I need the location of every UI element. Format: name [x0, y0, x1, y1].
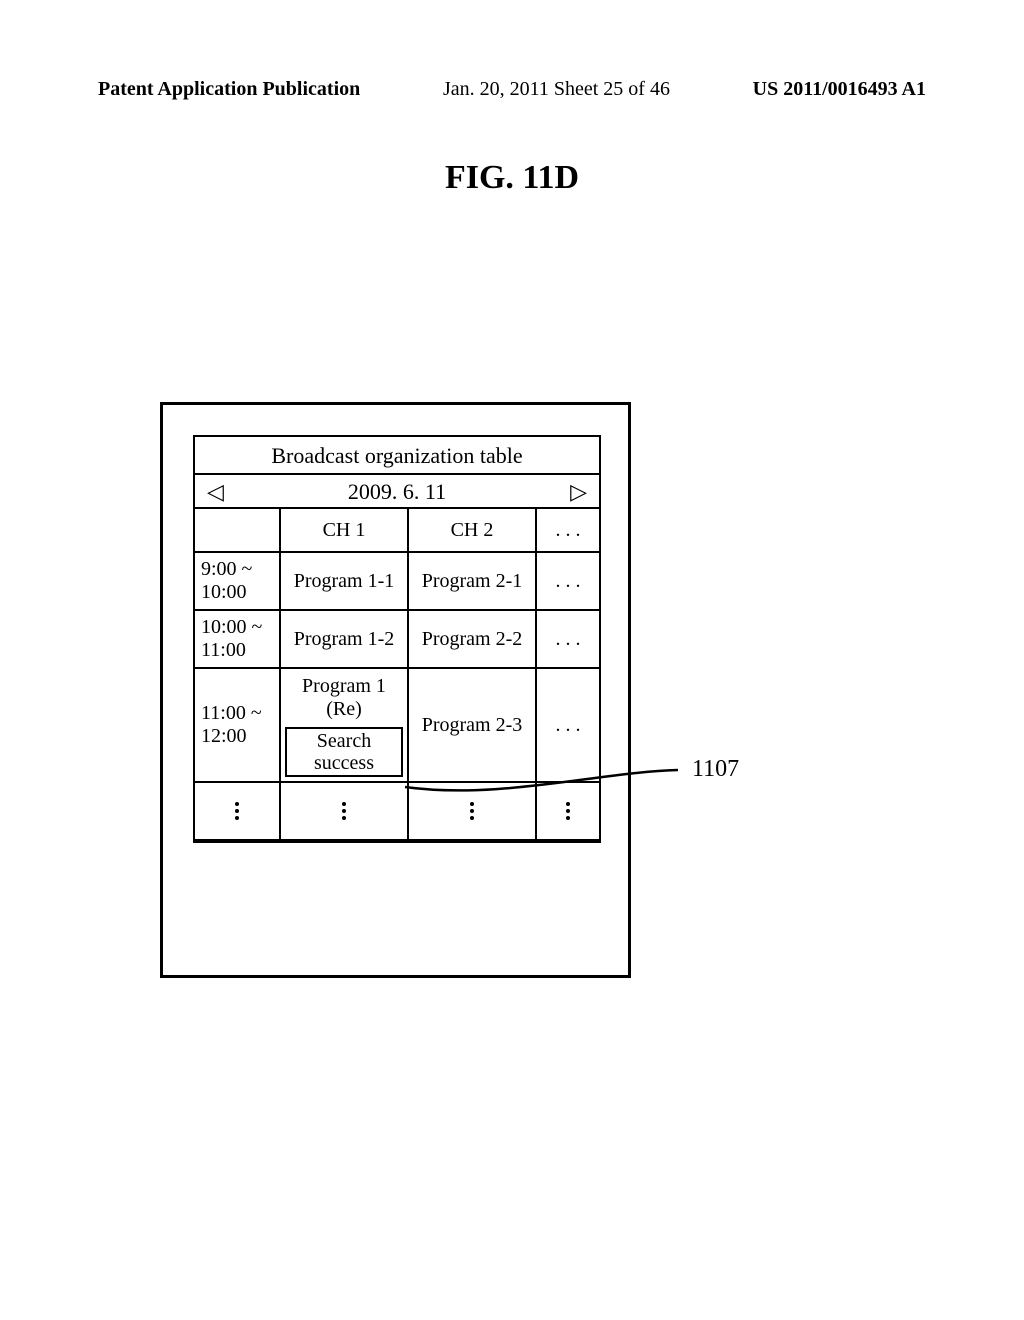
device-frame: Broadcast organization table ◁ 2009. 6. … [160, 402, 631, 978]
page-header: Patent Application Publication Jan. 20, … [0, 0, 1024, 101]
more-cell: . . . [537, 669, 599, 783]
col-time-header [195, 509, 281, 553]
date-nav-row: ◁ 2009. 6. 11 ▷ [195, 475, 599, 509]
program-cell[interactable]: Program 2-1 [409, 553, 537, 611]
time-cell: 9:00 ~ 10:00 [195, 553, 281, 611]
date-value: 2009. 6. 11 [348, 479, 446, 505]
program-cell[interactable]: Program 1-2 [281, 611, 409, 669]
time-cell: 11:00 ~ 12:00 [195, 669, 281, 783]
schedule-grid: CH 1 CH 2 . . . 9:00 ~ 10:00 Program 1-1… [195, 509, 599, 841]
pub-number: US 2011/0016493 A1 [753, 78, 926, 101]
col-more-header: . . . [537, 509, 599, 553]
search-success-badge: Search success [285, 727, 403, 777]
prev-arrow-icon[interactable]: ◁ [207, 481, 224, 503]
time-cell: 10:00 ~ 11:00 [195, 611, 281, 669]
vertical-ellipsis-icon [470, 802, 474, 820]
more-cell: . . . [537, 553, 599, 611]
program-cell[interactable]: Program 2-3 [409, 669, 537, 783]
vertical-ellipsis-icon [235, 802, 239, 820]
program-re-label: Program 1 (Re) [285, 675, 403, 721]
pub-label: Patent Application Publication [98, 78, 360, 101]
vertical-ellipsis-icon [566, 802, 570, 820]
col-ch2-header: CH 2 [409, 509, 537, 553]
program-cell[interactable]: Program 1-1 [281, 553, 409, 611]
program-cell-highlight[interactable]: Program 1 (Re) Search success [281, 669, 409, 783]
col-ch1-header: CH 1 [281, 509, 409, 553]
ellipsis-cell [537, 783, 599, 841]
date-sheet: Jan. 20, 2011 Sheet 25 of 46 [443, 78, 670, 101]
ellipsis-cell [281, 783, 409, 841]
ellipsis-cell [409, 783, 537, 841]
more-cell: . . . [537, 611, 599, 669]
callout-label-1107: 1107 [692, 756, 739, 783]
vertical-ellipsis-icon [342, 802, 346, 820]
table-title: Broadcast organization table [195, 437, 599, 475]
broadcast-table: Broadcast organization table ◁ 2009. 6. … [193, 435, 601, 843]
next-arrow-icon[interactable]: ▷ [570, 481, 587, 503]
figure-label: FIG. 11D [0, 159, 1024, 197]
program-cell[interactable]: Program 2-2 [409, 611, 537, 669]
ellipsis-cell [195, 783, 281, 841]
